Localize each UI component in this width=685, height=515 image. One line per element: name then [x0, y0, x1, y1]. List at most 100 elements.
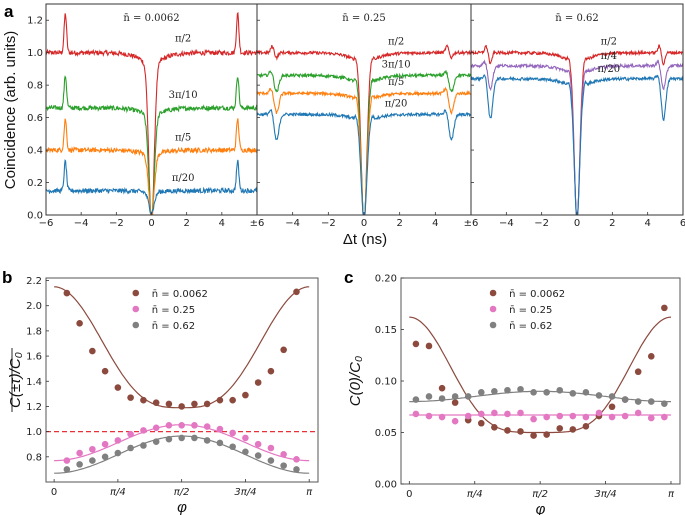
- data-point: [140, 442, 147, 449]
- data-point: [556, 425, 564, 432]
- data-point: [569, 412, 577, 420]
- data-point: [165, 435, 173, 443]
- data-point: [63, 457, 71, 464]
- plot-area: [46, 286, 318, 474]
- legend-label: n̄ = 0.0062: [152, 289, 208, 300]
- data-point: [451, 399, 459, 406]
- legend-label: n̄ = 0.25: [509, 305, 552, 316]
- y-axis-label: C(±τ)/C₀: [7, 352, 24, 408]
- data-point: [517, 409, 524, 417]
- x-tick-label: 4: [432, 218, 438, 229]
- x-tick-label: 4: [219, 218, 225, 229]
- data-point: [477, 410, 485, 418]
- y-axis-label: Coincidence (arb. units): [2, 31, 19, 189]
- x-tick-label: π/4: [467, 489, 483, 500]
- data-point: [280, 462, 287, 469]
- x-tick-label: 4: [644, 218, 650, 229]
- data-point: [152, 424, 160, 432]
- data-point: [464, 412, 472, 420]
- data-point: [127, 430, 134, 438]
- series-annotation: π/20: [172, 173, 195, 184]
- data-point: [191, 422, 198, 429]
- data-point: [582, 389, 590, 396]
- data-point: [254, 452, 262, 459]
- y-tick-label: 1.0: [26, 427, 42, 438]
- series-line-π/2: [471, 44, 683, 215]
- x-tick-label: 2: [609, 218, 615, 229]
- x-tick-label: 0: [148, 218, 154, 229]
- data-point: [569, 426, 577, 433]
- data-point: [203, 437, 211, 444]
- legend: n̄ = 0.0062 n̄ = 0.25 n̄ = 0.62: [489, 289, 565, 332]
- fit-curve: [409, 316, 672, 434]
- y-tick-label: 0.8: [27, 81, 43, 92]
- y-tick-label: 0.15: [375, 325, 397, 336]
- data-point: [293, 288, 300, 296]
- series-annotation: π/20: [385, 98, 408, 109]
- series-line-π/20: [471, 74, 683, 215]
- data-point: [89, 347, 96, 355]
- data-point: [621, 396, 629, 403]
- series-annotation: π/5: [388, 77, 404, 88]
- data-point: [543, 431, 550, 438]
- data-point: [621, 412, 629, 420]
- data-point: [412, 340, 420, 348]
- panel-c: 0.00 0.05 0.10 0.15 0.20 0 π/4 π/2 3π/4 π φ n̄ = 0.…: [347, 274, 681, 515]
- series-annotation: π/2: [601, 37, 617, 48]
- panel-b-label: b: [2, 268, 12, 287]
- data-point: [216, 439, 224, 447]
- series-annotation: 3π/10: [382, 59, 411, 70]
- data-point: [412, 410, 420, 418]
- data-point: [451, 393, 459, 400]
- fit-curve: [54, 435, 310, 474]
- data-point: [216, 425, 224, 433]
- data-point: [280, 346, 287, 354]
- x-tick-label: π/2: [174, 487, 190, 498]
- x-tick-label: −2: [534, 218, 549, 229]
- data-point: [556, 386, 564, 394]
- series-annotation: π/2: [388, 37, 404, 48]
- panel-a-label: a: [4, 2, 14, 21]
- series-line-π/2: [257, 44, 471, 215]
- y-tick-label: 0.0: [27, 211, 43, 222]
- data-point: [438, 384, 446, 392]
- data-point: [242, 434, 249, 442]
- data-point: [634, 398, 642, 405]
- data-point: [191, 434, 198, 442]
- data-point: [267, 444, 275, 452]
- data-point: [425, 342, 433, 350]
- y-tick-label: 1.8: [26, 326, 42, 337]
- data-point: [425, 393, 433, 400]
- y-tick-label: 1.2: [27, 16, 43, 27]
- data-point: [76, 449, 83, 457]
- series-line-π/5: [257, 86, 471, 215]
- data-point: [242, 391, 249, 399]
- legend-marker: [132, 321, 140, 329]
- data-point: [543, 413, 550, 421]
- data-point: [451, 417, 459, 425]
- y-tick-label: 0.00: [375, 480, 397, 491]
- x-tick-label: −2: [109, 218, 124, 229]
- y-tick-label: 2.2: [26, 276, 42, 287]
- x-tick-label: 6: [680, 218, 685, 229]
- data-point: [491, 424, 498, 431]
- legend-marker: [489, 289, 497, 297]
- panel-a: π/23π/10π/5π/20n̄ = 0.0062−6 −4 −2 0 2 4 ±6π/2…: [2, 3, 685, 248]
- data-point: [76, 461, 83, 468]
- legend: n̄ = 0.0062 n̄ = 0.25 n̄ = 0.62: [132, 289, 208, 332]
- data-point: [595, 392, 603, 399]
- series-annotation: π/2: [175, 33, 191, 44]
- data-point: [517, 385, 524, 393]
- y-tick-label: 0.10: [375, 377, 397, 388]
- y-tick-label: 0.4: [27, 146, 43, 157]
- data-point: [634, 368, 642, 376]
- data-point: [178, 403, 185, 410]
- y-axis-label: C(0)/C₀: [347, 356, 364, 407]
- x-tick-label: 3π/4: [234, 487, 256, 498]
- data-point: [491, 388, 498, 395]
- x-tick-label: π: [306, 487, 313, 498]
- subplot-3: π/2 π/4 π/20 n̄ = 0.62 −4 −2 0 2 4 6: [470, 3, 685, 229]
- data-point: [101, 453, 109, 461]
- plot-area: [409, 304, 672, 439]
